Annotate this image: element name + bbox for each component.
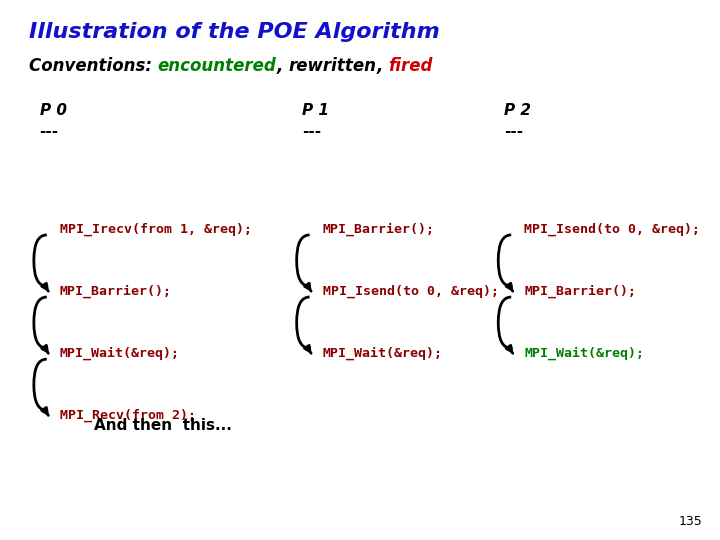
Text: ,: , bbox=[276, 57, 289, 75]
Text: P 2: P 2 bbox=[504, 103, 531, 118]
Text: MPI_Recv(from 2);: MPI_Recv(from 2); bbox=[60, 409, 196, 422]
Text: encountered: encountered bbox=[158, 57, 276, 75]
Text: ---: --- bbox=[40, 124, 59, 139]
Text: MPI_Wait(&req);: MPI_Wait(&req); bbox=[524, 347, 644, 360]
Text: And then  this...: And then this... bbox=[94, 418, 231, 434]
Text: Conventions:: Conventions: bbox=[29, 57, 158, 75]
Text: MPI_Wait(&req);: MPI_Wait(&req); bbox=[60, 347, 180, 360]
Text: MPI_Barrier();: MPI_Barrier(); bbox=[60, 285, 172, 298]
Text: ---: --- bbox=[302, 124, 322, 139]
Text: 135: 135 bbox=[678, 515, 702, 528]
Text: fired: fired bbox=[389, 57, 433, 75]
Text: MPI_Wait(&req);: MPI_Wait(&req); bbox=[323, 347, 443, 360]
Text: MPI_Isend(to 0, &req);: MPI_Isend(to 0, &req); bbox=[323, 285, 498, 298]
Text: MPI_Barrier();: MPI_Barrier(); bbox=[524, 285, 636, 298]
Text: MPI_Isend(to 0, &req);: MPI_Isend(to 0, &req); bbox=[524, 223, 700, 236]
Text: MPI_Irecv(from 1, &req);: MPI_Irecv(from 1, &req); bbox=[60, 223, 252, 236]
Text: P 1: P 1 bbox=[302, 103, 329, 118]
Text: ,: , bbox=[377, 57, 389, 75]
Text: ---: --- bbox=[504, 124, 523, 139]
Text: rewritten: rewritten bbox=[289, 57, 377, 75]
Text: Illustration of the POE Algorithm: Illustration of the POE Algorithm bbox=[29, 22, 439, 42]
Text: MPI_Barrier();: MPI_Barrier(); bbox=[323, 223, 435, 236]
Text: P 0: P 0 bbox=[40, 103, 66, 118]
